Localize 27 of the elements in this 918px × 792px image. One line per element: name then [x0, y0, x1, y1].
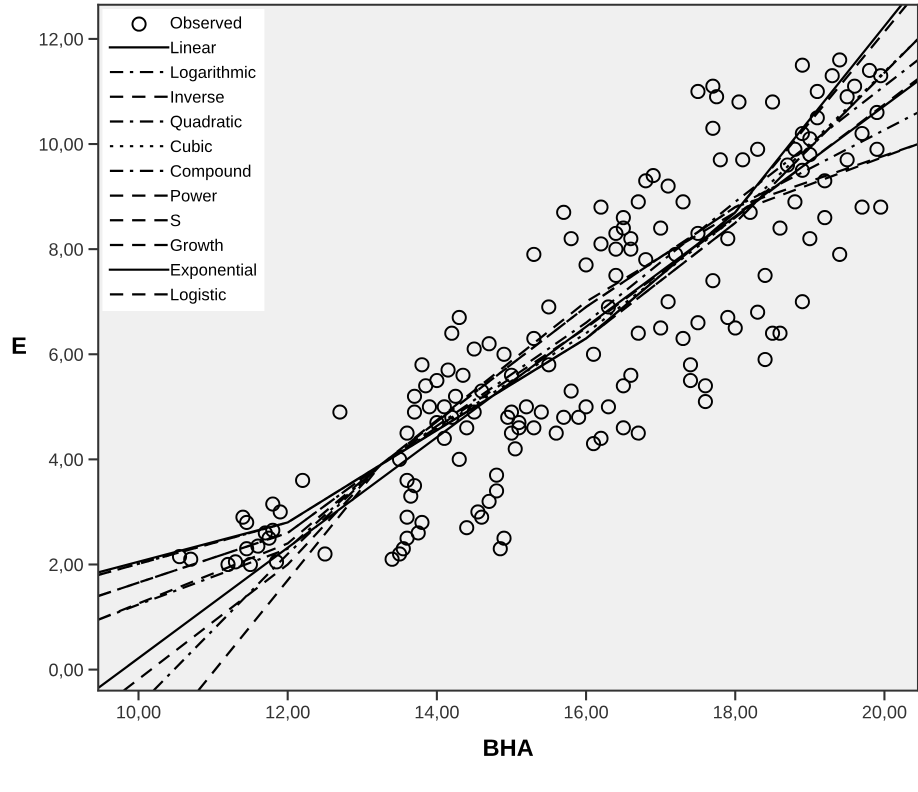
legend-label: Quadratic — [170, 115, 242, 130]
legend-label: Growth — [170, 238, 223, 251]
legend-label: Exponential — [171, 263, 256, 279]
y-tick-label: 4,00 — [48, 453, 83, 468]
y-tick-label: 10,00 — [40, 138, 83, 153]
legend-label: Observed — [170, 16, 242, 29]
x-tick-label: 12,00 — [266, 706, 310, 721]
legend-label: S — [170, 214, 180, 226]
legend-label: Logistic — [171, 288, 226, 304]
legend-label: Power — [171, 190, 217, 202]
y-tick-label: 12,00 — [40, 32, 83, 48]
y-tick-label: 6,00 — [49, 348, 83, 364]
y-tick-label: 2,00 — [49, 558, 83, 574]
y-axis-title: E — [12, 338, 26, 354]
x-axis-title: BHA — [484, 740, 534, 756]
legend-label: Linear — [171, 41, 216, 54]
legend-label: Compound — [170, 164, 250, 180]
y-tick-label: 0,00 — [49, 664, 83, 678]
x-tick-label: 14,00 — [416, 706, 459, 721]
x-tick-label: 10,00 — [117, 706, 160, 721]
x-tick-label: 20,00 — [862, 706, 906, 721]
y-tick-label: 8,00 — [49, 243, 83, 258]
legend-label: Cubic — [170, 140, 212, 152]
x-tick-label: 16,00 — [564, 706, 608, 721]
x-tick-label: 18,00 — [714, 706, 758, 721]
legend-label: Logarithmic — [171, 66, 256, 82]
legend-label: Inverse — [171, 91, 224, 103]
